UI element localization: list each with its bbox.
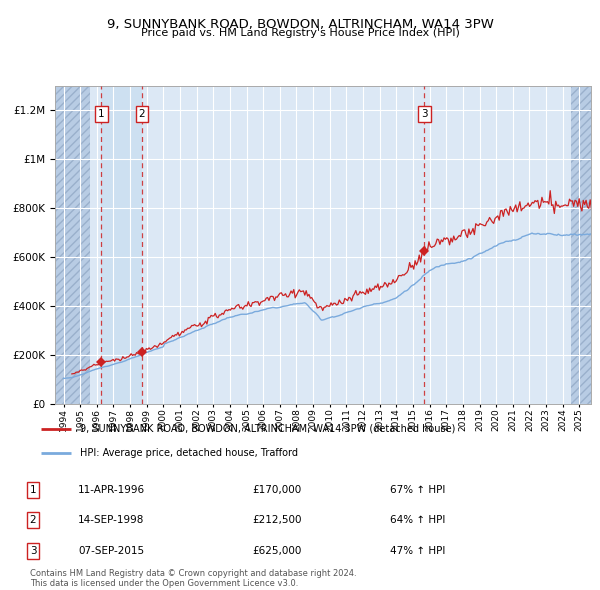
Text: 9, SUNNYBANK ROAD, BOWDON, ALTRINCHAM, WA14 3PW: 9, SUNNYBANK ROAD, BOWDON, ALTRINCHAM, W… [107, 18, 493, 31]
Text: £625,000: £625,000 [252, 546, 301, 556]
Text: 2: 2 [29, 516, 37, 525]
Bar [55, 86, 90, 404]
Text: Contains HM Land Registry data © Crown copyright and database right 2024.
This d: Contains HM Land Registry data © Crown c… [30, 569, 356, 588]
Text: 1: 1 [29, 485, 37, 494]
Text: £212,500: £212,500 [252, 516, 302, 525]
Text: 9, SUNNYBANK ROAD, BOWDON, ALTRINCHAM, WA14 3PW (detached house): 9, SUNNYBANK ROAD, BOWDON, ALTRINCHAM, W… [80, 424, 455, 434]
Text: 1: 1 [98, 109, 105, 119]
Text: Price paid vs. HM Land Registry's House Price Index (HPI): Price paid vs. HM Land Registry's House … [140, 28, 460, 38]
Text: 2: 2 [139, 109, 145, 119]
Text: 67% ↑ HPI: 67% ↑ HPI [390, 485, 445, 494]
Text: 3: 3 [29, 546, 37, 556]
Text: HPI: Average price, detached house, Trafford: HPI: Average price, detached house, Traf… [80, 448, 298, 458]
Text: 07-SEP-2015: 07-SEP-2015 [78, 546, 144, 556]
Text: 14-SEP-1998: 14-SEP-1998 [78, 516, 145, 525]
Bar [101, 86, 142, 404]
Text: 11-APR-1996: 11-APR-1996 [78, 485, 145, 494]
Text: 3: 3 [421, 109, 428, 119]
Text: 47% ↑ HPI: 47% ↑ HPI [390, 546, 445, 556]
Bar [571, 86, 591, 404]
Text: 64% ↑ HPI: 64% ↑ HPI [390, 516, 445, 525]
Text: £170,000: £170,000 [252, 485, 301, 494]
